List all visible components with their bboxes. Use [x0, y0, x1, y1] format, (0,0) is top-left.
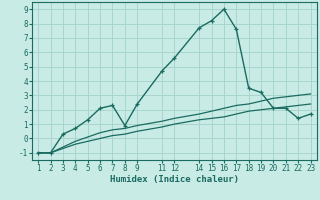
X-axis label: Humidex (Indice chaleur): Humidex (Indice chaleur)	[110, 175, 239, 184]
